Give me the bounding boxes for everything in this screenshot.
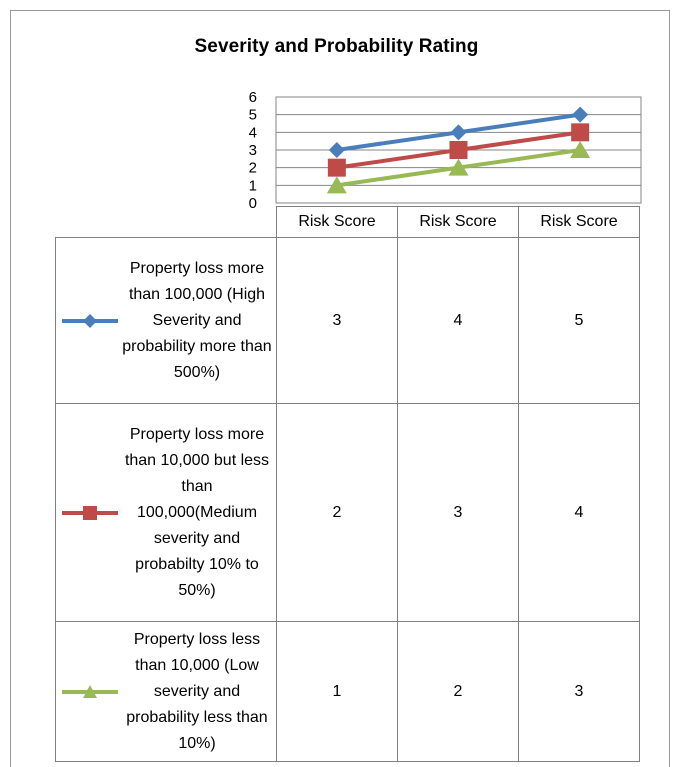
data-value: 2	[276, 403, 398, 622]
data-point-square	[449, 141, 468, 159]
blank-corner	[55, 206, 277, 238]
data-point-square	[327, 158, 346, 177]
data-point-triangle	[448, 158, 469, 176]
series-row-high: Property loss more than 100,000 (High Se…	[55, 237, 640, 404]
legend-key-triangle-icon	[60, 682, 120, 702]
data-value: 3	[397, 403, 519, 622]
category-row: Risk Score Risk Score Risk Score	[55, 206, 640, 238]
category-label: Risk Score	[397, 206, 519, 238]
series-name: Property loss less than 10,000 (Low seve…	[126, 630, 268, 752]
data-value: 3	[518, 621, 640, 762]
data-value: 1	[276, 621, 398, 762]
legend-key-square-icon	[60, 503, 120, 523]
data-point-square	[571, 123, 590, 142]
legend-key-diamond-icon	[60, 311, 120, 331]
data-point-diamond	[328, 142, 345, 158]
chart-title: Severity and Probability Rating	[194, 36, 479, 57]
series-name: Property loss more than 10,000 but less …	[124, 425, 270, 599]
series-label-cell: Property loss more than 10,000 but less …	[55, 403, 277, 622]
data-point-diamond	[572, 106, 589, 123]
y-tick-label: 0	[249, 195, 257, 210]
data-value: 3	[276, 237, 398, 404]
y-tick-label: 2	[249, 160, 257, 177]
y-tick-label: 1	[249, 177, 257, 194]
y-tick-label: 6	[249, 89, 257, 106]
data-value: 2	[397, 621, 519, 762]
series-row-low: Property loss less than 10,000 (Low seve…	[55, 621, 640, 762]
plot-border	[275, 96, 642, 204]
series-label-cell: Property loss more than 100,000 (High Se…	[55, 237, 277, 404]
data-value: 5	[518, 237, 640, 404]
y-tick-label: 4	[249, 124, 257, 141]
category-label: Risk Score	[276, 206, 398, 238]
y-tick-label: 5	[249, 107, 257, 124]
data-point-triangle	[326, 176, 347, 194]
series-label-cell: Property loss less than 10,000 (Low seve…	[55, 621, 277, 762]
data-value: 4	[518, 403, 640, 622]
data-value: 4	[397, 237, 519, 404]
data-table: Risk Score Risk Score Risk Score Propert…	[55, 206, 640, 762]
series-row-medium: Property loss more than 10,000 but less …	[55, 403, 640, 622]
category-label: Risk Score	[518, 206, 640, 238]
y-tick-label: 3	[249, 142, 257, 159]
data-point-diamond	[450, 124, 467, 141]
series-name: Property loss more than 100,000 (High Se…	[122, 259, 272, 381]
data-point-triangle	[570, 141, 591, 158]
